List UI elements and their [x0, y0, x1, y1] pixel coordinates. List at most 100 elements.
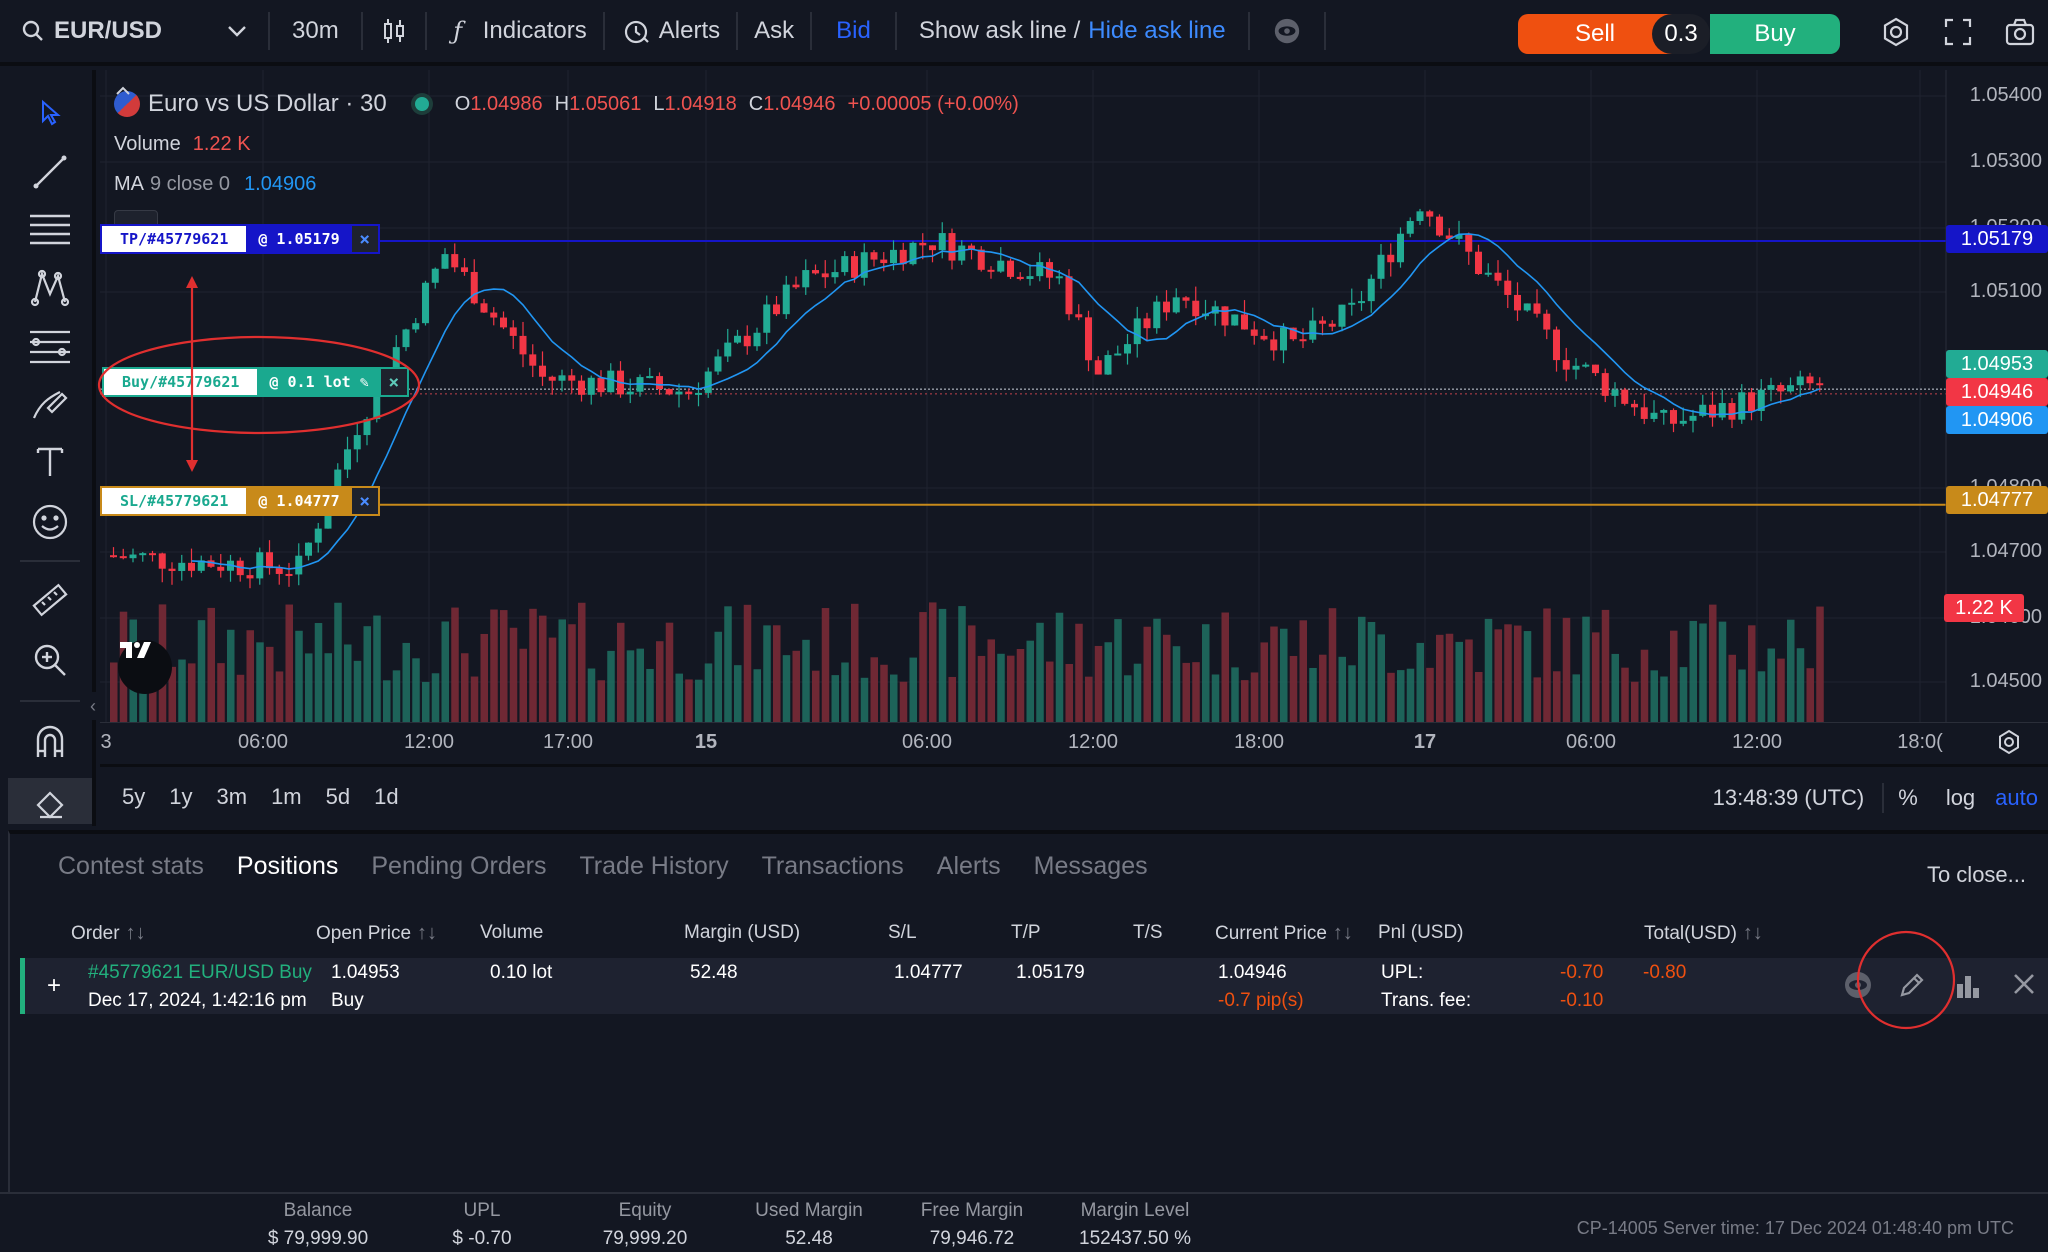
symbol-selector[interactable]: EUR/USD — [0, 0, 268, 64]
range-1y[interactable]: 1y — [169, 783, 193, 809]
price-chart[interactable]: Euro vs US Dollar · 30 O 1.04986 H 1.050… — [86, 70, 2048, 830]
visibility-button[interactable] — [1250, 0, 1324, 64]
to-close-dropdown[interactable]: To close... — [1926, 862, 2026, 887]
range-3m[interactable]: 3m — [216, 783, 248, 809]
tab-trade-history[interactable]: Trade History — [579, 852, 729, 880]
magnet-icon[interactable] — [26, 720, 74, 764]
position-row[interactable]: + #45779621 EUR/USD Buy Dec 17, 2024, 1:… — [20, 958, 2048, 1014]
candle-body — [519, 335, 527, 355]
tp-order-tag[interactable]: TP/#45779621 @ 1.05179 × — [100, 224, 380, 254]
eye-icon[interactable] — [1841, 970, 1875, 1006]
expand-row-button[interactable]: + — [47, 972, 62, 999]
header-total[interactable]: Total(USD) ↑↓ — [1644, 922, 1763, 945]
volume-bar — [1133, 663, 1142, 722]
trend-line-icon[interactable] — [26, 150, 74, 194]
sell-button[interactable]: Sell — [1518, 14, 1672, 54]
range-5y[interactable]: 5y — [122, 783, 146, 809]
auto-toggle[interactable]: auto — [1995, 785, 2038, 810]
sl-close-icon[interactable]: × — [349, 486, 380, 516]
edit-pencil-icon[interactable] — [1897, 970, 1927, 1006]
axis-settings-icon[interactable] — [1996, 729, 2022, 761]
header-open-price[interactable]: Open Price ↑↓ — [316, 922, 437, 945]
cursor-icon[interactable] — [26, 90, 74, 134]
horizontal-lines-icon[interactable] — [26, 208, 74, 252]
candle-body — [665, 389, 673, 395]
header-current-price[interactable]: Current Price ↑↓ — [1215, 922, 1353, 945]
upl-stat-label: UPL — [463, 1200, 501, 1221]
camera-icon — [2004, 17, 2036, 52]
show-ask-line-link[interactable]: Show ask line / — [918, 17, 1081, 44]
range-1d[interactable]: 1d — [374, 783, 399, 809]
tab-contest-stats[interactable]: Contest stats — [58, 852, 204, 880]
tab-transactions[interactable]: Transactions — [761, 852, 904, 880]
chart-type-button[interactable] — [363, 0, 425, 64]
range-1m[interactable]: 1m — [271, 783, 302, 809]
volume-bar — [392, 670, 401, 722]
close-position-icon[interactable] — [2010, 970, 2038, 1004]
lock-drawings-icon[interactable] — [8, 778, 92, 824]
bar-chart-icon[interactable] — [1953, 970, 1983, 1006]
order-id[interactable]: #45779621 EUR/USD Buy — [88, 962, 312, 983]
bid-toggle[interactable]: Bid — [812, 0, 895, 64]
volume-bar — [675, 673, 683, 722]
candle-body — [704, 371, 712, 393]
hide-ask-line-link[interactable]: Hide ask line — [1088, 17, 1226, 44]
candle-body — [968, 245, 975, 250]
ohlc-open: 1.04986 — [470, 92, 543, 115]
volume-bar — [1319, 654, 1327, 722]
range-buttons: 5y 1y 3m 1m 5d 1d — [100, 784, 411, 810]
volume-bar — [646, 668, 654, 722]
log-toggle[interactable]: log — [1945, 785, 1976, 810]
buy-order-tag[interactable]: Buy/#45779621 @ 0.1 lot ✎ × — [102, 367, 409, 397]
tab-messages[interactable]: Messages — [1033, 852, 1148, 880]
sl-order-tag[interactable]: SL/#45779621 @ 1.04777 × — [100, 486, 380, 516]
candle-body — [1260, 335, 1268, 340]
tab-alerts[interactable]: Alerts — [936, 852, 1001, 880]
candle-body — [1338, 304, 1346, 327]
volume-bar — [821, 608, 830, 722]
volume-bar — [558, 619, 566, 722]
percent-toggle[interactable]: % — [1898, 785, 1918, 810]
buy-close-icon[interactable]: × — [378, 367, 409, 397]
sort-icon: ↑↓ — [1332, 922, 1353, 944]
screenshot-button[interactable] — [2000, 14, 2040, 54]
header-ts: T/S — [1133, 922, 1163, 943]
chevron-down-icon[interactable] — [222, 16, 252, 46]
ask-toggle[interactable]: Ask — [738, 0, 810, 64]
interval-button[interactable]: 30m — [270, 0, 361, 64]
volume-bar — [275, 671, 284, 722]
pattern-icon[interactable] — [26, 266, 74, 310]
candle-body — [987, 269, 995, 272]
ruler-icon[interactable] — [26, 578, 74, 622]
alerts-button[interactable]: Alerts — [605, 0, 736, 64]
range-5d[interactable]: 5d — [325, 783, 351, 809]
tab-pending-orders[interactable]: Pending Orders — [371, 852, 547, 880]
ask-line-toggle[interactable]: Show ask line / Hide ask line — [897, 0, 1248, 64]
candle-body — [441, 254, 449, 269]
time-tick: 06:00 — [901, 731, 953, 753]
tp-close-icon[interactable]: × — [349, 224, 380, 254]
text-icon[interactable] — [26, 440, 74, 484]
volume-bar — [1650, 670, 1658, 722]
fib-levels-icon[interactable] — [26, 324, 74, 368]
range-divider — [1882, 783, 1885, 813]
settings-button[interactable] — [1876, 14, 1916, 54]
collapse-sidebar-icon[interactable]: ‹ — [86, 692, 100, 720]
candle-body — [597, 377, 605, 393]
candle-body — [197, 560, 205, 571]
brush-icon[interactable] — [26, 382, 74, 426]
header-order[interactable]: Order ↑↓ — [71, 922, 146, 945]
tab-positions[interactable]: Positions — [236, 852, 339, 880]
volume-bar — [1621, 667, 1629, 722]
utc-clock[interactable]: 13:48:39 (UTC) — [1712, 785, 1865, 810]
zoom-in-icon[interactable] — [26, 638, 74, 682]
indicators-button[interactable]: ƒ Indicators — [427, 0, 603, 64]
volume-bar — [1153, 618, 1161, 722]
candle-body — [1221, 306, 1229, 326]
buy-button[interactable]: Buy — [1710, 14, 1840, 54]
tradingview-logo-icon[interactable] — [118, 640, 172, 694]
volume-bar — [236, 674, 245, 722]
emoji-icon[interactable] — [26, 500, 74, 544]
time-axis[interactable]: 3 06:00 12:00 17:00 15 06:00 12:00 18:00… — [100, 722, 2048, 760]
fullscreen-button[interactable] — [1938, 14, 1978, 54]
